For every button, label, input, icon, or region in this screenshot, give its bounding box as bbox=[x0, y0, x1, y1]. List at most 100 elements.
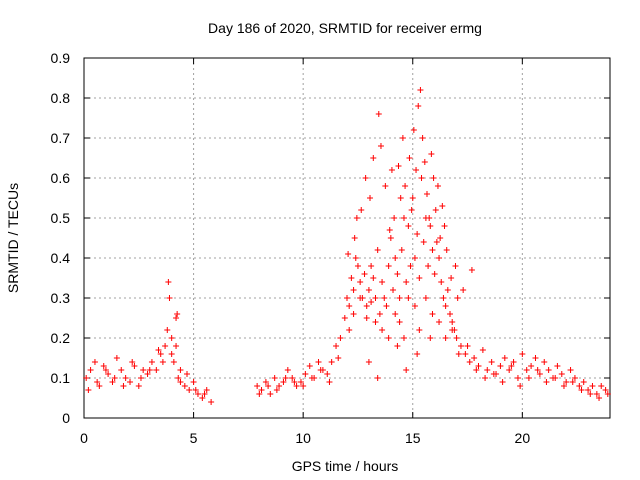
data-point bbox=[429, 311, 436, 317]
data-point bbox=[394, 343, 401, 349]
data-point bbox=[532, 355, 539, 361]
data-point bbox=[166, 295, 173, 301]
y-tick-label: 0.4 bbox=[51, 250, 71, 266]
data-point bbox=[534, 367, 541, 373]
data-point bbox=[256, 391, 263, 397]
data-point bbox=[447, 311, 454, 317]
data-point bbox=[423, 191, 430, 197]
data-point bbox=[396, 319, 403, 325]
data-point bbox=[381, 295, 388, 301]
data-point bbox=[576, 383, 583, 389]
data-point bbox=[146, 367, 153, 373]
data-point bbox=[345, 251, 352, 257]
data-point bbox=[159, 359, 166, 365]
data-point bbox=[385, 335, 392, 341]
data-point bbox=[192, 387, 199, 393]
data-point bbox=[432, 207, 439, 213]
data-point bbox=[580, 379, 587, 385]
data-point bbox=[276, 383, 283, 389]
data-point bbox=[379, 327, 386, 333]
data-point bbox=[353, 215, 360, 221]
data-point bbox=[376, 311, 383, 317]
data-point bbox=[443, 247, 450, 253]
y-tick-label: 0.1 bbox=[51, 370, 71, 386]
data-point bbox=[554, 363, 561, 369]
data-point bbox=[367, 195, 374, 201]
data-point bbox=[457, 343, 464, 349]
data-point bbox=[113, 355, 120, 361]
data-point bbox=[510, 359, 517, 365]
data-point bbox=[194, 391, 201, 397]
data-point bbox=[365, 287, 372, 293]
data-point bbox=[391, 215, 398, 221]
data-point bbox=[177, 367, 184, 373]
data-point bbox=[203, 387, 210, 393]
data-point bbox=[346, 303, 353, 309]
data-point bbox=[265, 383, 272, 389]
data-point bbox=[173, 343, 180, 349]
data-point bbox=[411, 303, 418, 309]
data-point bbox=[273, 387, 280, 393]
chart-title: Day 186 of 2020, SRMTID for receiver erm… bbox=[208, 20, 482, 36]
data-point bbox=[111, 375, 118, 381]
data-point bbox=[490, 371, 497, 377]
data-point bbox=[441, 223, 448, 229]
data-point bbox=[300, 383, 307, 389]
data-point bbox=[100, 363, 107, 369]
data-point bbox=[397, 195, 404, 201]
data-point bbox=[363, 315, 370, 321]
data-point bbox=[433, 239, 440, 245]
data-point bbox=[358, 207, 365, 213]
data-point bbox=[177, 379, 184, 385]
x-tick-label: 5 bbox=[190, 430, 198, 446]
data-point bbox=[131, 363, 138, 369]
data-point bbox=[365, 359, 372, 365]
data-point bbox=[271, 375, 278, 381]
data-point bbox=[506, 367, 513, 373]
data-point bbox=[436, 255, 443, 261]
y-tick-label: 0.3 bbox=[51, 290, 71, 306]
data-point bbox=[91, 359, 98, 365]
data-point bbox=[536, 371, 543, 377]
data-point bbox=[421, 159, 428, 165]
data-point bbox=[186, 387, 193, 393]
data-point bbox=[593, 391, 600, 397]
data-point bbox=[416, 275, 423, 281]
data-point bbox=[497, 363, 504, 369]
data-point bbox=[585, 387, 592, 393]
data-point bbox=[437, 235, 444, 241]
data-point bbox=[471, 355, 478, 361]
data-point bbox=[475, 363, 482, 369]
data-point bbox=[118, 367, 125, 373]
data-point bbox=[405, 295, 412, 301]
data-point bbox=[254, 383, 261, 389]
data-point bbox=[341, 315, 348, 321]
data-point bbox=[157, 351, 164, 357]
data-point bbox=[379, 279, 386, 285]
data-point bbox=[396, 295, 403, 301]
data-point bbox=[517, 383, 524, 389]
data-point bbox=[402, 183, 409, 189]
data-point bbox=[363, 303, 370, 309]
grid bbox=[84, 58, 610, 418]
data-point bbox=[488, 359, 495, 365]
x-axis-label: GPS time / hours bbox=[292, 458, 399, 474]
data-point bbox=[173, 315, 180, 321]
data-point bbox=[484, 367, 491, 373]
data-point bbox=[428, 151, 435, 157]
data-point bbox=[403, 367, 410, 373]
data-point bbox=[208, 399, 215, 405]
data-point bbox=[297, 379, 304, 385]
data-point bbox=[567, 367, 574, 373]
data-point bbox=[390, 287, 397, 293]
data-point bbox=[282, 375, 289, 381]
data-point bbox=[406, 155, 413, 161]
data-point bbox=[569, 379, 576, 385]
data-point bbox=[449, 319, 456, 325]
data-point bbox=[405, 223, 412, 229]
data-point bbox=[302, 371, 309, 377]
data-point bbox=[354, 263, 361, 269]
data-point bbox=[501, 355, 508, 361]
data-point bbox=[394, 271, 401, 277]
